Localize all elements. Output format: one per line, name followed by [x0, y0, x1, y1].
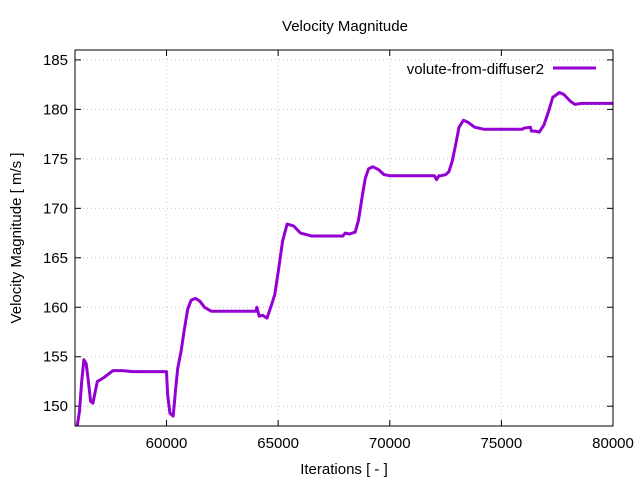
x-tick-label: 65000 — [257, 435, 299, 452]
y-tick-label: 170 — [43, 200, 68, 217]
legend: volute-from-diffuser2 — [407, 61, 596, 78]
x-tick-label: 70000 — [369, 435, 411, 452]
y-tick-label: 175 — [43, 151, 68, 168]
series-line — [75, 91, 613, 426]
y-axis-label: Velocity Magnitude [ m/s ] — [8, 153, 25, 324]
plot-frame — [74, 49, 614, 427]
y-tick-label: 160 — [43, 299, 68, 316]
axis-ticks: 150 155 160 165 170 175 180 185 60000 65000 70000 7… — [43, 50, 634, 452]
x-tick-label: 75000 — [481, 435, 523, 452]
x-axis-label: Iterations [ - ] — [300, 461, 388, 478]
y-tick-label: 185 — [43, 52, 68, 69]
y-tick-label: 150 — [43, 398, 68, 415]
chart-title: Velocity Magnitude — [282, 18, 408, 35]
y-tick-label: 180 — [43, 101, 68, 118]
y-tick-label: 165 — [43, 250, 68, 267]
grid-lines — [75, 50, 614, 426]
x-tick-label: 80000 — [592, 435, 634, 452]
series-layer — [75, 91, 613, 426]
x-tick-label: 60000 — [146, 435, 188, 452]
legend-label: volute-from-diffuser2 — [407, 61, 544, 78]
y-tick-label: 155 — [43, 349, 68, 366]
